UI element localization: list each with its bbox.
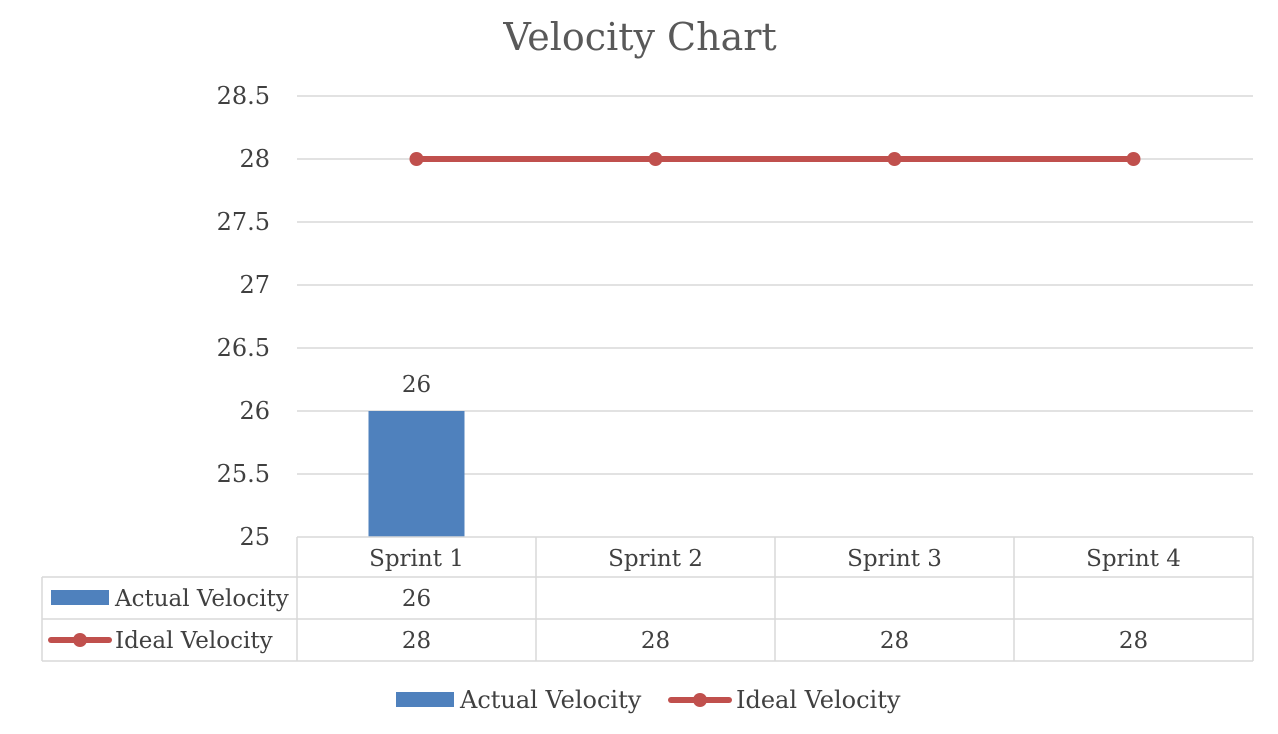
table-series-name: Actual Velocity [114,586,289,612]
y-tick-label: 27 [239,271,270,299]
table-series-name: Ideal Velocity [115,628,273,654]
table-cell-value: 28 [1119,628,1148,654]
ideal-velocity-marker [648,152,663,166]
y-tick-label: 28.5 [217,82,270,110]
y-tick-label: 28 [239,145,270,173]
y-axis-ticks: 25 25.5 26 26.5 27 27.5 28 28.5 [217,82,270,551]
legend-label: Actual Velocity [459,686,642,714]
category-label: Sprint 4 [1086,546,1181,572]
ideal-velocity-marker [1126,152,1141,166]
bar-actual-velocity [368,411,465,537]
legend-label: Ideal Velocity [736,686,901,714]
table-legend-key-bar [51,590,109,605]
table-legend-key-marker [73,633,87,647]
category-label: Sprint 1 [369,546,464,572]
legend-key-marker [693,693,707,707]
y-tick-label: 27.5 [217,208,270,236]
table-cell-value: 28 [402,628,431,654]
y-tick-label: 25.5 [217,460,270,488]
legend-key-bar [396,692,454,707]
table-cell-value: 26 [402,586,431,612]
category-label: Sprint 2 [608,546,703,572]
table-cell-value: 28 [641,628,670,654]
ideal-velocity-line-group [409,152,1141,166]
y-tick-label: 25 [239,523,270,551]
category-label: Sprint 3 [847,546,942,572]
ideal-velocity-marker [409,152,424,166]
data-table: Sprint 1 Sprint 2 Sprint 3 Sprint 4 Actual V… [41,536,1254,662]
chart-title: Velocity Chart [502,15,776,59]
legend: Actual Velocity Ideal Velocity [396,686,901,714]
table-cell-value: 28 [880,628,909,654]
y-tick-label: 26 [239,397,270,425]
bar-data-label: 26 [402,372,431,398]
y-tick-label: 26.5 [217,334,270,362]
bars: 26 [368,372,465,537]
ideal-velocity-marker [887,152,902,166]
